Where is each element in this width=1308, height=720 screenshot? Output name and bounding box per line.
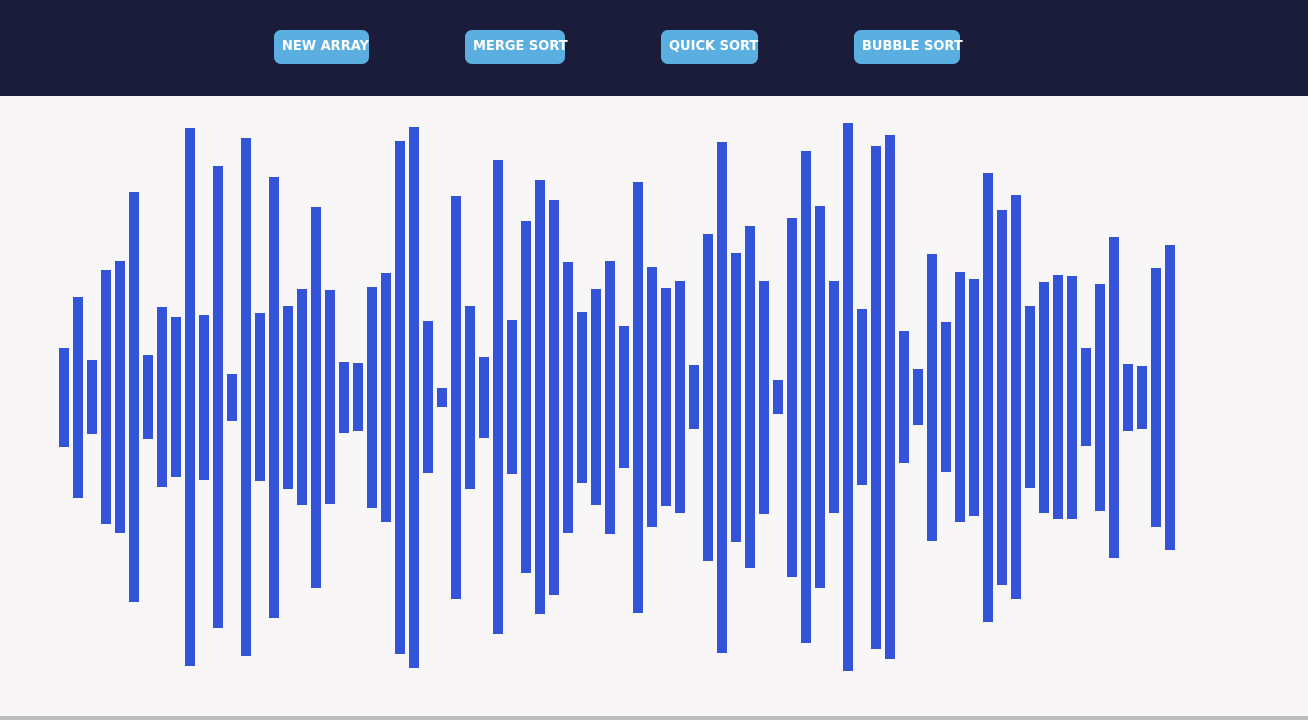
array-bar bbox=[157, 307, 167, 487]
array-bar bbox=[1053, 275, 1063, 519]
array-bar bbox=[227, 373, 237, 421]
array-bar bbox=[297, 289, 307, 505]
array-bar bbox=[101, 270, 111, 524]
bubble-sort-button[interactable]: BUBBLE SORT bbox=[854, 30, 963, 64]
array-bar bbox=[899, 331, 909, 463]
array-bar bbox=[367, 286, 377, 508]
array-bar bbox=[885, 135, 895, 659]
array-bar bbox=[787, 217, 797, 577]
array-bar bbox=[339, 361, 349, 433]
array-bar bbox=[353, 363, 363, 431]
array-bar bbox=[479, 356, 489, 438]
array-bar bbox=[773, 380, 783, 414]
array-bar bbox=[871, 145, 881, 649]
array-bar bbox=[465, 305, 475, 489]
array-bar bbox=[759, 280, 769, 514]
array-bar bbox=[927, 253, 937, 541]
array-bar bbox=[661, 288, 671, 506]
array-bar bbox=[633, 181, 643, 613]
array-bar bbox=[913, 369, 923, 425]
array-bar bbox=[843, 123, 853, 671]
array-bar bbox=[745, 226, 755, 568]
array-bar bbox=[577, 311, 587, 483]
merge-sort-button[interactable]: MERGE SORT bbox=[465, 30, 568, 64]
array-bar bbox=[521, 221, 531, 573]
array-bar bbox=[1151, 267, 1161, 527]
array-bar bbox=[675, 281, 685, 513]
array-bar bbox=[1081, 348, 1091, 446]
array-bar bbox=[605, 260, 615, 534]
array-bar bbox=[423, 321, 433, 473]
array-bar bbox=[185, 128, 195, 666]
array-bar bbox=[1137, 365, 1147, 429]
array-bar bbox=[815, 206, 825, 588]
array-bar bbox=[255, 313, 265, 481]
array-bar bbox=[507, 320, 517, 474]
array-bar bbox=[129, 192, 139, 602]
array-bar bbox=[997, 209, 1007, 585]
array-bar bbox=[1095, 283, 1105, 511]
array-bar bbox=[969, 278, 979, 516]
array-bar bbox=[395, 140, 405, 654]
array-bar bbox=[1123, 363, 1133, 431]
array-bar bbox=[283, 305, 293, 489]
array-bar bbox=[731, 252, 741, 542]
array-bar bbox=[87, 360, 97, 434]
array-bar bbox=[801, 151, 811, 643]
array-bar bbox=[451, 195, 461, 599]
array-bar bbox=[143, 355, 153, 439]
array-bar bbox=[59, 347, 69, 447]
array-bar bbox=[213, 166, 223, 628]
array-bar bbox=[311, 206, 321, 588]
array-bar bbox=[437, 387, 447, 407]
array-bar bbox=[535, 180, 545, 614]
array-bar bbox=[717, 141, 727, 653]
array-bar bbox=[619, 326, 629, 468]
top-toolbar: NEW ARRAY MERGE SORT QUICK SORT BUBBLE S… bbox=[0, 0, 1308, 96]
array-bar bbox=[1039, 281, 1049, 513]
new-array-button[interactable]: NEW ARRAY bbox=[274, 30, 369, 64]
array-bar bbox=[381, 272, 391, 522]
array-bar bbox=[199, 314, 209, 480]
array-bar bbox=[591, 289, 601, 505]
array-bar bbox=[1165, 244, 1175, 550]
array-bar bbox=[941, 322, 951, 472]
array-bar bbox=[549, 199, 559, 595]
array-bar bbox=[269, 176, 279, 618]
array-bar bbox=[73, 296, 83, 498]
array-bar bbox=[1011, 195, 1021, 599]
array-bar bbox=[955, 272, 965, 522]
array-bar bbox=[647, 267, 657, 527]
quick-sort-button[interactable]: QUICK SORT bbox=[661, 30, 758, 64]
array-bar bbox=[171, 317, 181, 477]
array-bar bbox=[493, 160, 503, 634]
array-bar bbox=[1109, 236, 1119, 558]
array-bar bbox=[409, 126, 419, 668]
array-bar bbox=[1025, 306, 1035, 488]
array-bar bbox=[703, 233, 713, 561]
array-visualization bbox=[0, 96, 1308, 716]
array-bar bbox=[689, 365, 699, 429]
array-bar bbox=[563, 261, 573, 533]
array-bar bbox=[1067, 275, 1077, 519]
array-bar bbox=[983, 172, 993, 622]
array-bar bbox=[241, 138, 251, 656]
array-bar bbox=[115, 261, 125, 533]
array-bar bbox=[829, 281, 839, 513]
array-bar bbox=[325, 290, 335, 504]
array-bar bbox=[857, 309, 867, 485]
bottom-divider bbox=[0, 716, 1308, 720]
